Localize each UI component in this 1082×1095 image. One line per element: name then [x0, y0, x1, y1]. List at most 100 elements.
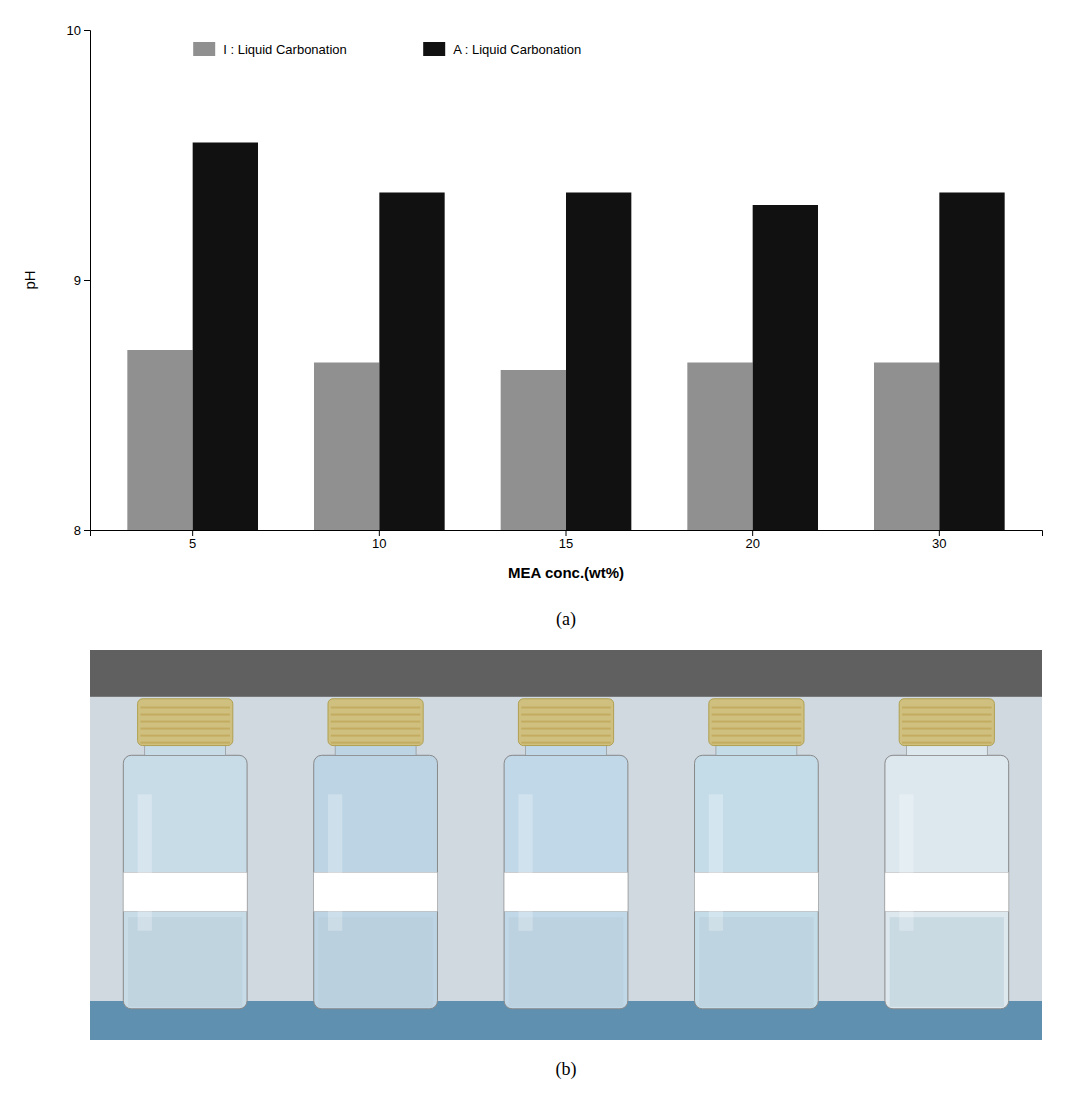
x-tick: 15: [559, 530, 573, 551]
illustration-part: [331, 707, 420, 709]
bar: [753, 205, 818, 530]
x-axis-line: [91, 531, 1043, 537]
illustration-part: [140, 721, 229, 723]
bar: [314, 363, 379, 531]
x-tick-label: 30: [932, 536, 946, 551]
illustration-part: [331, 721, 420, 723]
x-tick-label: 5: [189, 536, 196, 551]
illustration-part: [331, 728, 420, 730]
bar: [127, 350, 192, 530]
illustration-part: [712, 728, 801, 730]
illustration-part: [712, 735, 801, 737]
bar: [939, 193, 1004, 531]
y-tick: 8: [74, 523, 90, 538]
illustration-part: [712, 742, 801, 744]
illustration-part: [902, 742, 991, 744]
illustration-part: [328, 794, 342, 931]
illustration-part: [902, 714, 991, 716]
illustration-part: [504, 755, 628, 1009]
illustration-part: [695, 755, 819, 1009]
y-tick-label: 8: [74, 523, 81, 538]
y-tick-mark: [84, 30, 90, 31]
legend: I : Liquid Carbonation A : Liquid Carbona…: [185, 36, 645, 62]
illustration-part: [518, 794, 532, 931]
illustration-part: [885, 755, 1009, 1009]
y-tick-mark: [84, 530, 90, 531]
illustration-part: [140, 728, 229, 730]
y-tick: 9: [74, 273, 90, 288]
illustration-part: [140, 714, 229, 716]
illustration-part: [90, 650, 1042, 1040]
illustration-part: [709, 699, 804, 746]
illustration-part: [138, 699, 233, 746]
legend-swatch: [193, 42, 215, 56]
illustration-part: [328, 699, 423, 746]
illustration-part: [902, 707, 991, 709]
y-tick-label: 9: [74, 273, 81, 288]
y-axis-line: [84, 31, 91, 531]
x-tick-label: 10: [372, 536, 386, 551]
x-tick: 5: [189, 530, 196, 551]
illustration-part: [712, 721, 801, 723]
x-tick: 20: [745, 530, 759, 551]
illustration-part: [331, 714, 420, 716]
legend-item: I : Liquid Carbonation: [193, 42, 347, 57]
x-tick-mark: [566, 530, 567, 536]
bar: [193, 143, 258, 531]
illustration-part: [140, 735, 229, 737]
illustration-part: [518, 699, 613, 746]
illustration-part: [521, 728, 610, 730]
bar: [501, 370, 566, 530]
illustration-part: [123, 755, 247, 1009]
illustration-part: [899, 699, 994, 746]
panel-label: (b): [556, 1059, 577, 1080]
illustration-part: [331, 735, 420, 737]
x-tick: 10: [372, 530, 386, 551]
x-tick-label: 20: [745, 536, 759, 551]
x-axis: 5 10 15 20 30: [91, 530, 1043, 551]
x-tick-label: 15: [559, 536, 573, 551]
x-tick-mark: [379, 530, 380, 536]
legend-background: [185, 36, 645, 62]
illustration-part: [140, 707, 229, 709]
legend-label: A : Liquid Carbonation: [453, 42, 581, 57]
illustration-part: [140, 742, 229, 744]
bar: [566, 193, 631, 531]
y-axis: 8 9 10: [67, 23, 91, 538]
illustration-part: [521, 735, 610, 737]
illustration-part: [709, 794, 723, 931]
illustration-part: [902, 728, 991, 730]
bars: [127, 143, 1004, 531]
y-tick: 10: [67, 23, 90, 38]
illustration-part: [902, 735, 991, 737]
illustration-part: [331, 742, 420, 744]
bar: [379, 193, 444, 531]
bar-series: [193, 143, 1005, 531]
figure: 8910510152030pHMEA conc.(wt%)I : Liquid …: [0, 0, 1082, 1095]
illustration-part: [90, 650, 1042, 697]
x-axis-title: MEA conc.(wt%): [508, 564, 624, 581]
illustration-part: [902, 721, 991, 723]
bottle-illustration: [90, 650, 1042, 1040]
illustration-part: [712, 714, 801, 716]
legend-label: I : Liquid Carbonation: [223, 42, 347, 57]
illustration-part: [521, 714, 610, 716]
y-tick-mark: [84, 280, 90, 281]
illustration-part: [899, 794, 913, 931]
bar: [687, 363, 752, 531]
illustration-part: [521, 721, 610, 723]
illustration-part: [712, 707, 801, 709]
x-tick-mark: [939, 530, 940, 536]
bar: [874, 363, 939, 531]
legend-swatch: [423, 42, 445, 56]
x-tick-mark: [752, 530, 753, 536]
illustration-part: [138, 794, 152, 931]
legend-item: A : Liquid Carbonation: [423, 42, 581, 57]
illustration-part: [521, 742, 610, 744]
x-tick-mark: [192, 530, 193, 536]
illustration-part: [521, 707, 610, 709]
plot-area: 8910510152030pHMEA conc.(wt%)I : Liquid …: [21, 23, 1043, 581]
illustration-part: [314, 755, 438, 1009]
y-tick-label: 10: [67, 23, 81, 38]
panel-label: (a): [556, 609, 576, 630]
